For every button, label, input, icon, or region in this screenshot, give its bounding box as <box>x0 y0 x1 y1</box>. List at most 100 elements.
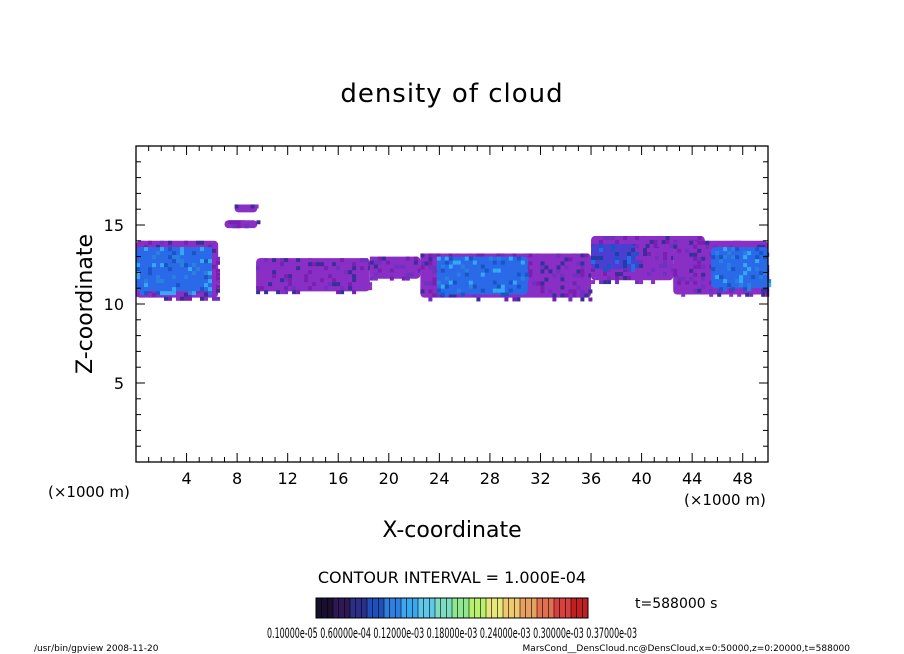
cloud-cell <box>405 272 410 277</box>
cloud-cell <box>504 297 509 302</box>
cloud-cell <box>611 243 616 248</box>
x-tick-labels: 4 8 12 16 20 24 28 32 36 40 44 48 <box>181 469 752 488</box>
x-axis-label: X-coordinate <box>382 518 521 543</box>
cloud-cell <box>615 272 620 277</box>
cloud-cell <box>508 276 513 281</box>
cloud-cell <box>572 293 577 298</box>
colorbar-segment <box>571 598 589 618</box>
cloud-cell <box>580 253 585 258</box>
cloud-cell <box>671 256 676 261</box>
cloud-cell <box>745 292 750 297</box>
cloud-cell <box>420 289 425 294</box>
cloud-cell <box>292 274 297 279</box>
cloud-cell <box>568 257 573 262</box>
cloud-cell <box>739 275 744 280</box>
cloud-cell <box>200 263 204 268</box>
cloud-cell <box>192 263 196 268</box>
cloud-cell <box>200 259 204 264</box>
cloud-cell <box>709 292 714 297</box>
cloud-cell <box>192 251 196 256</box>
cloud-cell <box>697 256 702 261</box>
cloud-cell <box>500 253 505 258</box>
cloud-cell <box>556 265 561 270</box>
colorbar-segment <box>350 598 368 618</box>
cloud-cell <box>432 277 437 282</box>
cloud-cell <box>260 274 265 279</box>
cloud-cell <box>156 279 160 284</box>
cloud-cell <box>693 244 698 249</box>
cloud-cell <box>152 292 156 297</box>
cloud-cell <box>172 255 176 260</box>
cloud-cell <box>711 255 716 260</box>
cloud-cell <box>488 276 493 281</box>
y-tick-labels: 5 10 15 <box>104 216 124 393</box>
cloud-cell <box>540 285 545 290</box>
cloud-cell <box>208 279 212 284</box>
cloud-cell <box>296 262 301 267</box>
cloud-cell <box>168 267 172 272</box>
cloud-cell <box>352 278 357 283</box>
cloud-cell <box>685 268 690 273</box>
cloud-cell <box>296 258 301 263</box>
cloud-cell <box>168 291 172 296</box>
cloud-cell <box>627 268 632 273</box>
cloud-cell <box>484 268 489 273</box>
cloud-cell <box>204 296 208 301</box>
cloud-cell <box>332 282 337 287</box>
cloud-cell <box>368 286 373 291</box>
cloud-cell <box>216 276 220 281</box>
cloud-cell <box>751 259 756 264</box>
cloud-cell <box>260 258 265 263</box>
cloud-cell <box>512 253 517 258</box>
cloud-cell <box>532 277 537 282</box>
cloud-cell <box>136 275 140 280</box>
cloud-cell <box>428 297 433 302</box>
cloud-cell <box>751 247 756 252</box>
cloud-cell <box>417 268 422 273</box>
cloud-cell <box>631 247 636 252</box>
cloud-cell <box>761 292 766 297</box>
cloud-cell <box>192 259 196 264</box>
cloud-cell <box>308 258 313 263</box>
cloud-cell <box>693 248 698 253</box>
x-unit-label-left: (×1000 m) <box>48 483 130 501</box>
footer-right: MarsCond__DensCloud.nc@DensCloud,x=0:500… <box>523 644 851 654</box>
cloud-cell <box>156 244 160 249</box>
x-tick-label: 44 <box>682 469 702 488</box>
cloud-cell <box>424 261 429 266</box>
cloud-cell <box>588 273 593 278</box>
cloud-cell <box>184 279 188 284</box>
cloud-cell <box>164 291 168 296</box>
cloud-cell <box>673 248 678 253</box>
x-tick-label: 16 <box>328 469 348 488</box>
cloud-cell <box>432 269 437 274</box>
cloud-cell <box>508 256 513 261</box>
cloud-cell <box>377 256 382 261</box>
cloud-cell <box>743 251 748 256</box>
cloud-cell <box>673 240 678 245</box>
cloud-cell <box>627 259 632 264</box>
cloud-cell <box>336 274 341 279</box>
cloud-cell <box>484 276 489 281</box>
cloud-cell <box>452 280 457 285</box>
cloud-cell <box>727 267 732 272</box>
cloud-cell <box>136 263 140 268</box>
cloud-cell <box>729 244 734 249</box>
cloud-cell <box>735 247 740 252</box>
cloud-cell <box>595 263 600 268</box>
cloud-cell <box>496 288 501 293</box>
cloud-cell <box>663 260 668 265</box>
cloud-cell <box>623 268 628 273</box>
cloud-cell <box>152 251 156 256</box>
cloud-cell <box>212 256 216 261</box>
cloud-cell <box>669 244 674 249</box>
cloud-cell <box>176 259 180 264</box>
cloud-cell <box>548 269 553 274</box>
cloud-cell <box>468 253 473 258</box>
cloud-cell <box>615 255 620 260</box>
time-label: t=588000 s <box>635 596 717 612</box>
cloud-cell <box>580 269 585 274</box>
cloud-cell <box>516 256 521 261</box>
cloud-cell <box>268 270 273 275</box>
cloud-cell <box>747 287 752 292</box>
